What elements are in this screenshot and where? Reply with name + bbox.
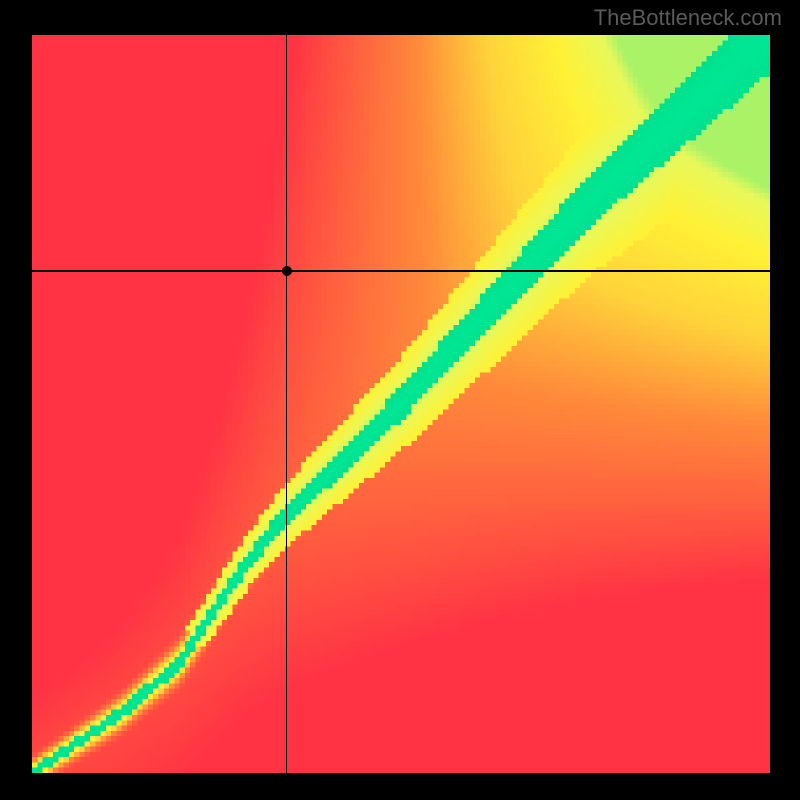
source-watermark: TheBottleneck.com <box>594 5 782 31</box>
heatmap-canvas <box>32 35 770 773</box>
crosshair-vertical <box>286 35 288 773</box>
crosshair-point <box>282 266 292 276</box>
plot-area <box>32 35 770 773</box>
crosshair-horizontal <box>32 270 770 272</box>
container: TheBottleneck.com <box>0 0 800 800</box>
